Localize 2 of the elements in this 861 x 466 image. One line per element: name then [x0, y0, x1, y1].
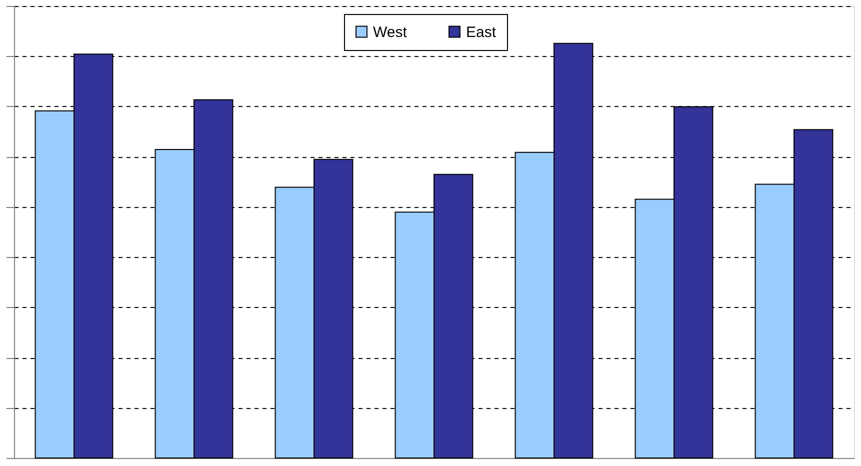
- legend-label: East: [466, 24, 497, 41]
- legend-label: West: [373, 24, 408, 41]
